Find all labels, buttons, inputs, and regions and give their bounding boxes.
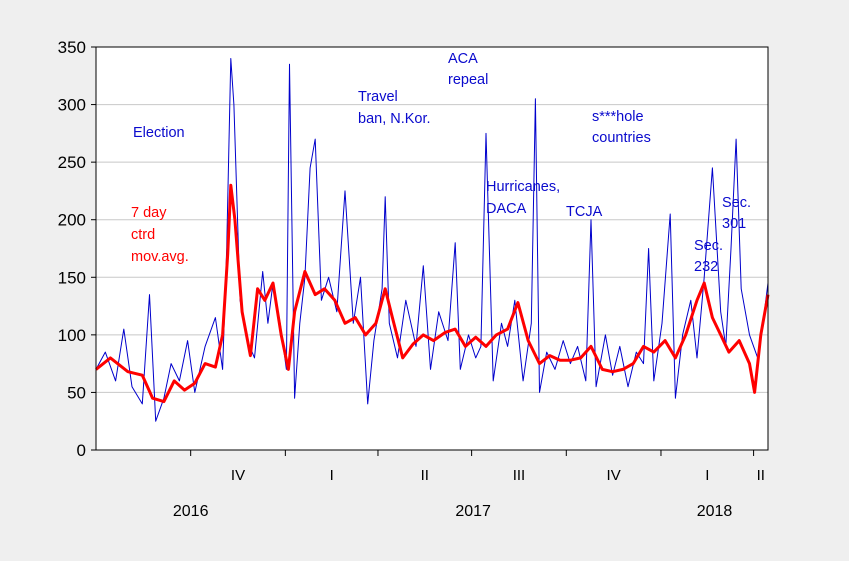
series-group [95, 58, 770, 422]
grid [96, 104, 768, 393]
x-tick-label: II [757, 467, 765, 484]
annotation-sec232-line2: 232 [694, 259, 718, 275]
annotation-hurricanes: Hurricanes, [486, 179, 560, 195]
annotation-sec301: Sec. [722, 195, 751, 211]
y-tick-label: 150 [58, 268, 86, 287]
series-line-daily [95, 58, 769, 422]
legend-moving-average-line2: ctrd [131, 227, 155, 243]
y-tick-label: 250 [58, 153, 86, 172]
annotation-travel-ban-line2: ban, N.Kor. [358, 111, 431, 127]
annotation-tcja: TCJA [566, 204, 603, 220]
y-tick-label: 100 [58, 326, 86, 345]
year-label: 2016 [173, 503, 209, 520]
annotation-election: Election [133, 125, 185, 141]
x-tick-label: III [513, 467, 526, 484]
year-label: 2017 [455, 503, 491, 520]
x-tick-label: II [421, 467, 429, 484]
y-tick-label: 50 [67, 383, 86, 402]
y-axis: 0 50 100 150 200 250 300 350 [58, 38, 96, 460]
x-tick-label: IV [607, 467, 621, 484]
series-line-moving-average [95, 183, 770, 404]
plot-area [96, 47, 768, 450]
x-tick-label: IV [231, 467, 245, 484]
x-tick-label: I [330, 467, 334, 484]
annotation-shithole: s***hole [592, 109, 644, 125]
y-tick-label: 300 [58, 96, 86, 115]
annotation-sec301-line2: 301 [722, 216, 746, 232]
annotation-travel-ban: Travel [358, 89, 398, 105]
y-tick-label: 200 [58, 211, 86, 230]
plot-frame [95, 46, 769, 451]
annotation-hurricanes-line2: DACA [486, 201, 527, 217]
x-tick-label: I [705, 467, 709, 484]
annotation-shithole-line2: countries [592, 130, 651, 146]
year-label: 2018 [697, 503, 733, 520]
y-tick-label: 0 [77, 441, 86, 460]
annotation-aca-repeal-line2: repeal [448, 72, 488, 88]
legend-moving-average-line3: mov.avg. [131, 249, 189, 265]
annotation-sec232: Sec. [694, 238, 723, 254]
annotation-aca-repeal: ACA [448, 51, 478, 67]
y-tick-label: 350 [58, 38, 86, 57]
legend-moving-average: 7 day [131, 205, 167, 221]
